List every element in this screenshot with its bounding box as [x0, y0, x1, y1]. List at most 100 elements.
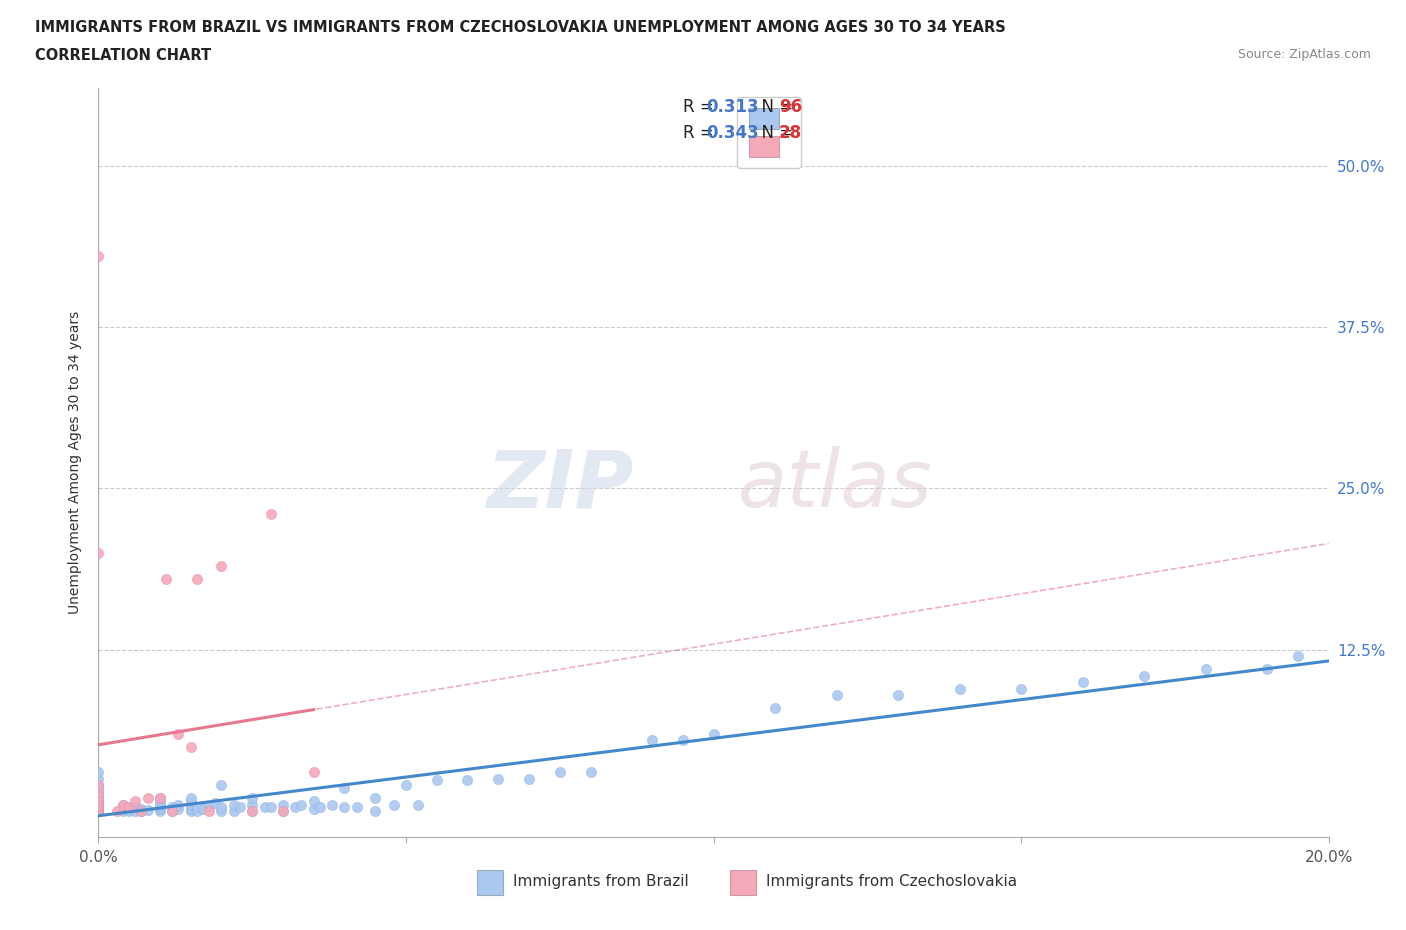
Point [346, 800, 368, 815]
Y-axis label: Unemployment Among Ages 30 to 34 years: Unemployment Among Ages 30 to 34 years [69, 311, 83, 615]
Point [124, 800, 146, 815]
Point [87, 546, 110, 561]
Point [204, 796, 226, 811]
Point [180, 801, 202, 816]
Point [703, 726, 725, 741]
Point [136, 803, 159, 817]
Point [333, 780, 356, 795]
Point [641, 733, 664, 748]
Point [180, 790, 202, 805]
Point [1286, 649, 1309, 664]
Point [271, 804, 294, 818]
Text: Immigrants from Czechoslovakia: Immigrants from Czechoslovakia [766, 874, 1018, 889]
Point [87, 795, 110, 810]
Point [124, 804, 146, 818]
Point [87, 790, 110, 805]
Point [408, 797, 430, 812]
Point [180, 739, 202, 754]
Point [426, 773, 449, 788]
Point [162, 804, 183, 818]
Point [302, 765, 325, 780]
Point [271, 804, 294, 818]
Point [87, 780, 110, 795]
Point [222, 797, 245, 812]
Point [763, 700, 786, 715]
Point [87, 804, 110, 818]
Point [149, 797, 172, 812]
Point [87, 804, 110, 818]
Point [112, 797, 135, 812]
Point [87, 784, 110, 799]
Point [180, 793, 202, 808]
Point [186, 804, 208, 818]
Point [211, 559, 233, 574]
Point [1133, 669, 1156, 684]
Point [290, 797, 312, 812]
Point [211, 800, 233, 815]
Text: IMMIGRANTS FROM BRAZIL VS IMMIGRANTS FROM CZECHOSLOVAKIA UNEMPLOYMENT AMONG AGES: IMMIGRANTS FROM BRAZIL VS IMMIGRANTS FRO… [35, 20, 1005, 35]
Point [136, 790, 159, 805]
Point [131, 804, 153, 818]
Point [149, 790, 172, 805]
Point [548, 765, 571, 780]
Point [87, 248, 110, 263]
Point [211, 777, 233, 792]
Point [131, 804, 153, 818]
Legend: , : , [737, 97, 800, 168]
Text: atlas: atlas [738, 446, 934, 525]
Point [105, 804, 128, 818]
Point [364, 790, 387, 805]
Point [87, 796, 110, 811]
Point [198, 799, 221, 814]
Point [87, 793, 110, 808]
Point [87, 772, 110, 787]
Point [517, 772, 540, 787]
Point [180, 797, 202, 812]
Point [87, 800, 110, 815]
Point [167, 726, 190, 741]
Point [87, 797, 110, 812]
Point [118, 804, 141, 818]
Point [87, 804, 110, 818]
Point [260, 507, 283, 522]
Point [131, 801, 153, 816]
Point [240, 790, 263, 805]
Point [87, 784, 110, 799]
Text: 0.343: 0.343 [706, 124, 759, 142]
Point [240, 797, 263, 812]
Point [1010, 681, 1032, 696]
Point [167, 801, 190, 816]
Point [486, 772, 509, 787]
Text: N =: N = [751, 124, 799, 142]
Point [87, 801, 110, 816]
Point [87, 765, 110, 780]
Point [162, 804, 183, 818]
Point [211, 804, 233, 818]
Point [271, 797, 294, 812]
Text: Immigrants from Brazil: Immigrants from Brazil [513, 874, 689, 889]
Point [222, 804, 245, 818]
Point [87, 800, 110, 815]
Point [112, 797, 135, 812]
Text: CORRELATION CHART: CORRELATION CHART [35, 48, 211, 63]
Point [112, 801, 135, 816]
Point [1195, 662, 1218, 677]
Point [887, 687, 910, 702]
Text: N =: N = [751, 98, 799, 116]
Point [87, 804, 110, 818]
Point [1256, 662, 1278, 677]
Point [309, 800, 332, 815]
Point [395, 777, 418, 792]
Point [579, 765, 602, 780]
Point [260, 800, 283, 815]
Point [284, 800, 307, 815]
Point [456, 773, 478, 788]
Point [149, 801, 172, 816]
Point [149, 790, 172, 805]
Point [162, 800, 183, 815]
Point [1071, 674, 1094, 689]
Point [240, 804, 263, 818]
Text: 0.313: 0.313 [706, 98, 758, 116]
Point [87, 789, 110, 804]
Point [186, 800, 208, 815]
